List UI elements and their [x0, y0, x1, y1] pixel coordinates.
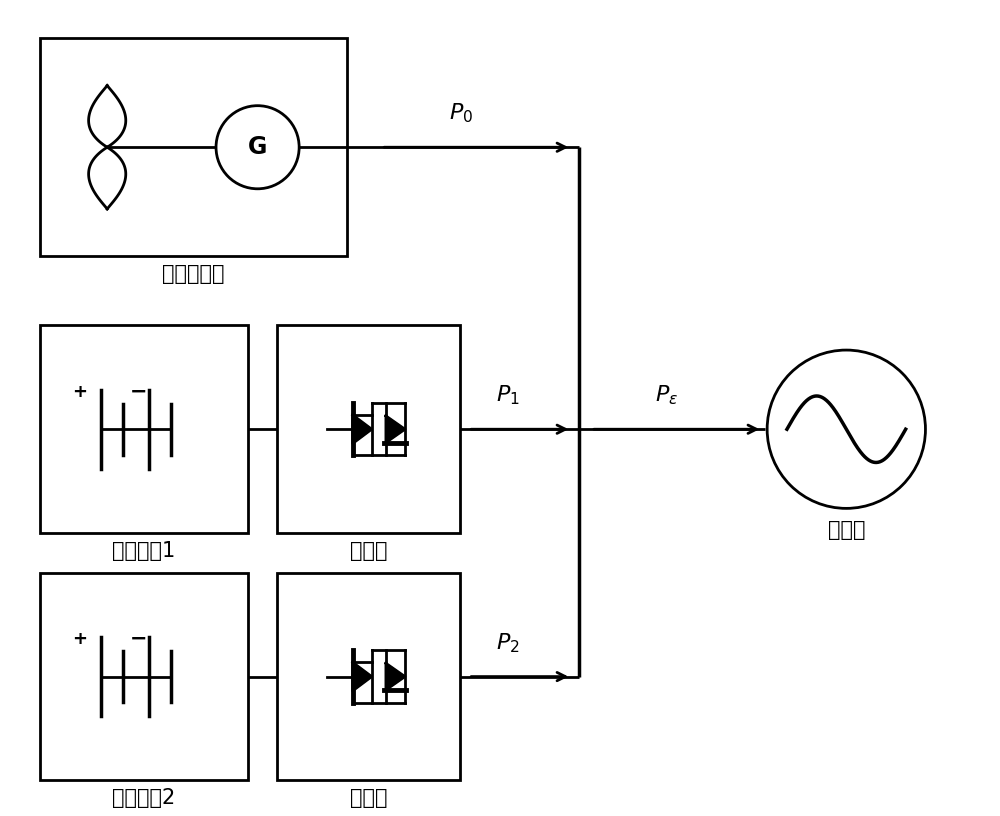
Text: −: −: [130, 629, 148, 649]
Text: 蓄电池组1: 蓄电池组1: [112, 541, 175, 561]
Bar: [40, 326, 248, 533]
Bar: [40, 573, 248, 780]
Text: $P_1$: $P_1$: [496, 384, 520, 407]
Text: G: G: [248, 135, 267, 159]
Text: +: +: [72, 383, 87, 401]
Text: 蓄电池组2: 蓄电池组2: [112, 788, 175, 809]
Text: 变流器: 变流器: [350, 541, 388, 561]
Bar: [277, 573, 460, 780]
Text: +: +: [72, 630, 87, 648]
Polygon shape: [386, 416, 405, 442]
Text: 大电网: 大电网: [828, 521, 865, 540]
Text: $P_{\varepsilon}$: $P_{\varepsilon}$: [655, 384, 678, 407]
Text: 变流器: 变流器: [350, 788, 388, 809]
Polygon shape: [386, 663, 405, 690]
Bar: [277, 326, 460, 533]
Text: $P_2$: $P_2$: [496, 632, 520, 654]
Polygon shape: [353, 663, 372, 691]
Bar: [40, 38, 347, 256]
Circle shape: [767, 350, 925, 508]
Text: 风力发电机: 风力发电机: [162, 264, 225, 284]
Polygon shape: [353, 415, 372, 443]
Text: $P_0$: $P_0$: [449, 102, 473, 126]
Circle shape: [216, 106, 299, 188]
Text: −: −: [130, 382, 148, 401]
